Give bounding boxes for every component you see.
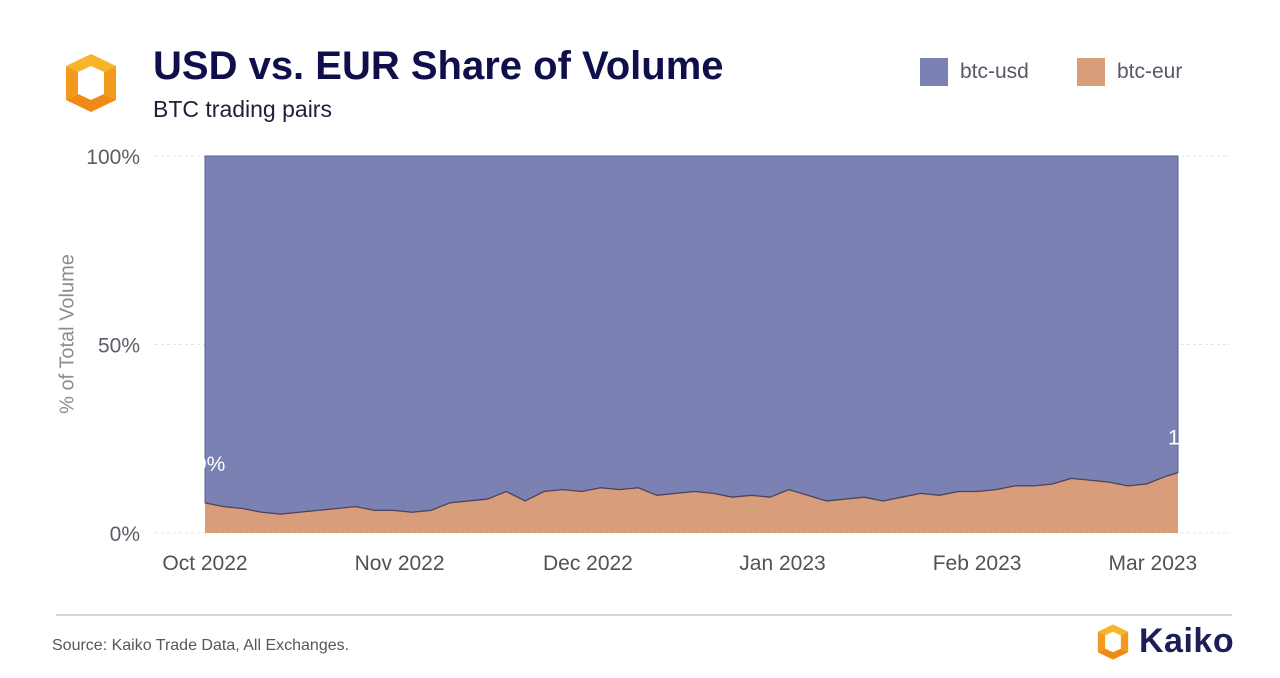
x-tick-label: Jan 2023 (739, 552, 825, 575)
legend-swatch-btc-eur (1077, 58, 1105, 86)
brand-name: Kaiko (1139, 622, 1235, 660)
legend-label-btc-usd: btc-usd (960, 60, 1029, 83)
chart-title: USD vs. EUR Share of Volume (153, 44, 724, 88)
annotation-label: 16% (1168, 427, 1210, 450)
y-tick-label: 50% (98, 335, 140, 358)
legend-label-btc-eur: btc-eur (1117, 60, 1183, 83)
legend-item-btc-eur: btc-eur (1077, 58, 1182, 86)
legend-item-btc-usd: btc-usd (920, 58, 1029, 86)
kaiko-logo-icon (66, 54, 116, 112)
x-tick-label: Mar 2023 (1109, 552, 1198, 575)
source-note: Source: Kaiko Trade Data, All Exchanges. (52, 637, 350, 654)
footer-divider (56, 614, 1232, 616)
y-tick-label: 100% (86, 146, 140, 169)
series-area-btc-eur (205, 472, 1178, 533)
chart-subtitle: BTC trading pairs (153, 96, 332, 122)
series-area-btc-usd (204, 155, 1179, 515)
x-tick-label: Oct 2022 (162, 552, 247, 575)
x-tick-label: Dec 2022 (543, 552, 633, 575)
x-tick-label: Nov 2022 (355, 552, 445, 575)
brand: Kaiko (1093, 622, 1234, 661)
y-tick-label: 0% (110, 523, 140, 546)
series-boundary-line (204, 472, 1179, 515)
annotation-label: 9% (195, 453, 225, 476)
x-tick-label: Feb 2023 (933, 552, 1022, 575)
kaiko-brand-icon (1097, 623, 1129, 660)
legend-swatch-btc-usd (920, 58, 948, 86)
